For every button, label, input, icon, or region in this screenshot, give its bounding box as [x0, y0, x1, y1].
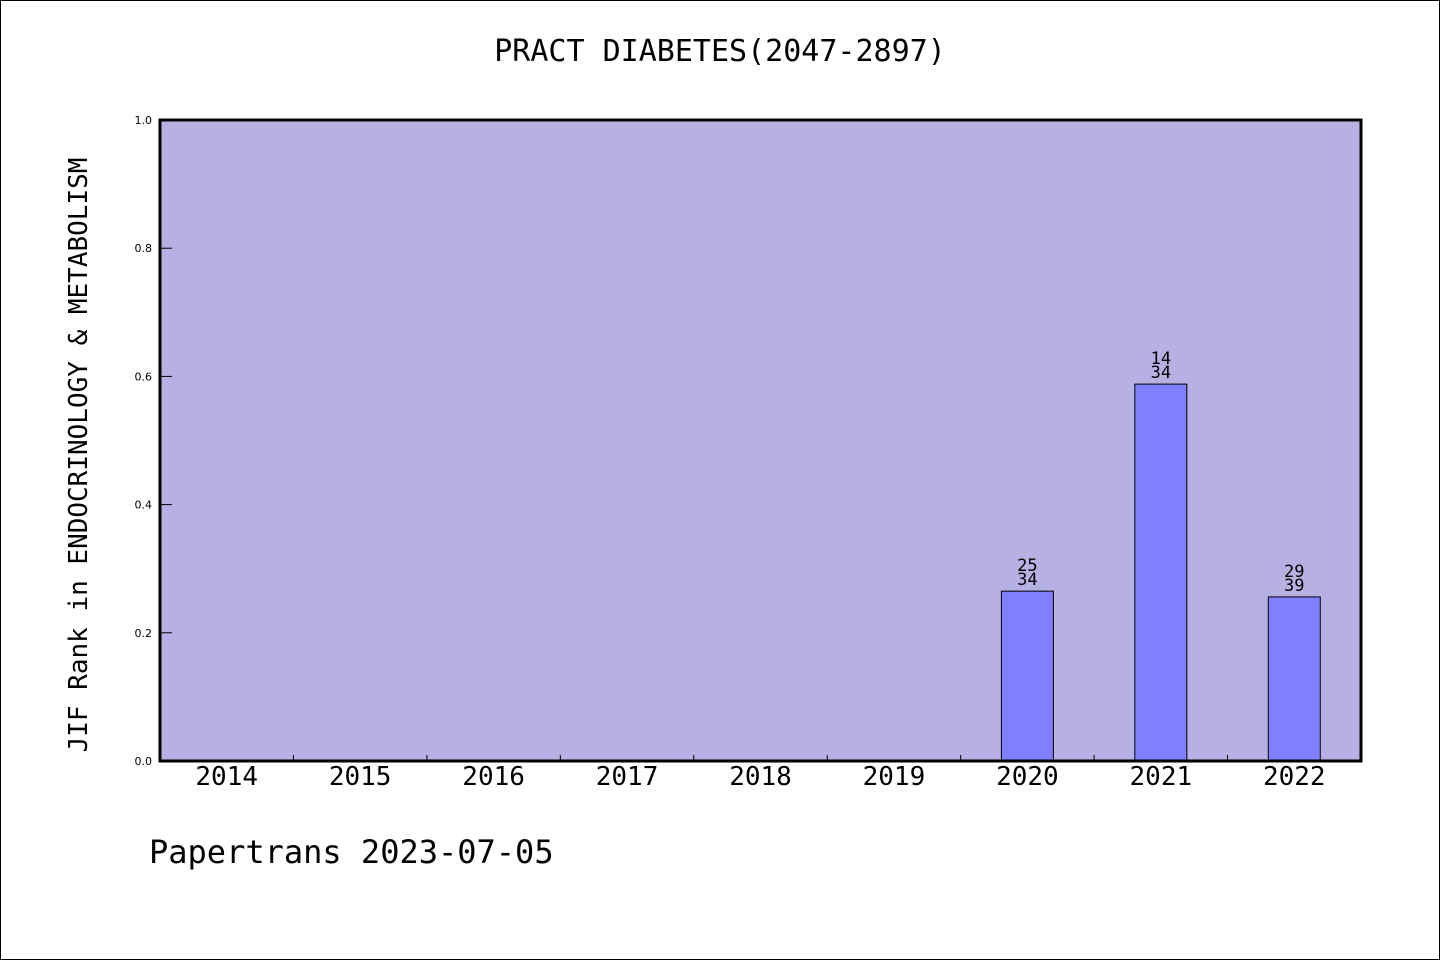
bar-label-rank: 29 — [1284, 562, 1304, 582]
bar-2021 — [1134, 383, 1188, 762]
y-tick-label: 0.6 — [135, 370, 153, 383]
bar-label-total: 39 — [1284, 576, 1304, 596]
x-tick-label: 2014 — [195, 762, 258, 792]
bar-label-rank: 14 — [1151, 349, 1171, 369]
y-tick-label: 0.2 — [135, 627, 153, 640]
x-tick-label: 2021 — [1130, 762, 1193, 792]
x-tick-label: 2020 — [996, 762, 1059, 792]
x-tick-label: 2017 — [596, 762, 659, 792]
bar-label-rank: 25 — [1017, 556, 1037, 576]
x-tick-label: 2016 — [462, 762, 525, 792]
x-tick-label: 2018 — [729, 762, 792, 792]
x-tick-label: 2019 — [863, 762, 926, 792]
y-tick-label: 0.4 — [135, 499, 153, 512]
bars — [1000, 383, 1321, 762]
y-tick-label: 0.8 — [135, 242, 153, 255]
chart-title: PRACT DIABETES(2047-2897) — [494, 34, 946, 69]
x-tick-label: 2022 — [1263, 762, 1326, 792]
bar-label-total: 34 — [1017, 570, 1037, 590]
bar-2022 — [1267, 596, 1321, 762]
x-tick-label: 2015 — [329, 762, 392, 792]
y-tick-label: 0.0 — [135, 755, 153, 768]
bar-label-total: 34 — [1151, 363, 1171, 383]
y-tick-label: 1.0 — [135, 114, 153, 127]
footer-credit: Papertrans 2023-07-05 — [149, 833, 554, 871]
plot-border — [158, 118, 1363, 763]
bar-2020 — [1000, 590, 1054, 762]
axis-ticks: 0.0 0.2 0.4 0.6 0.8 1.0 2014 2015 2016 2017 2018 20… — [135, 114, 1326, 792]
